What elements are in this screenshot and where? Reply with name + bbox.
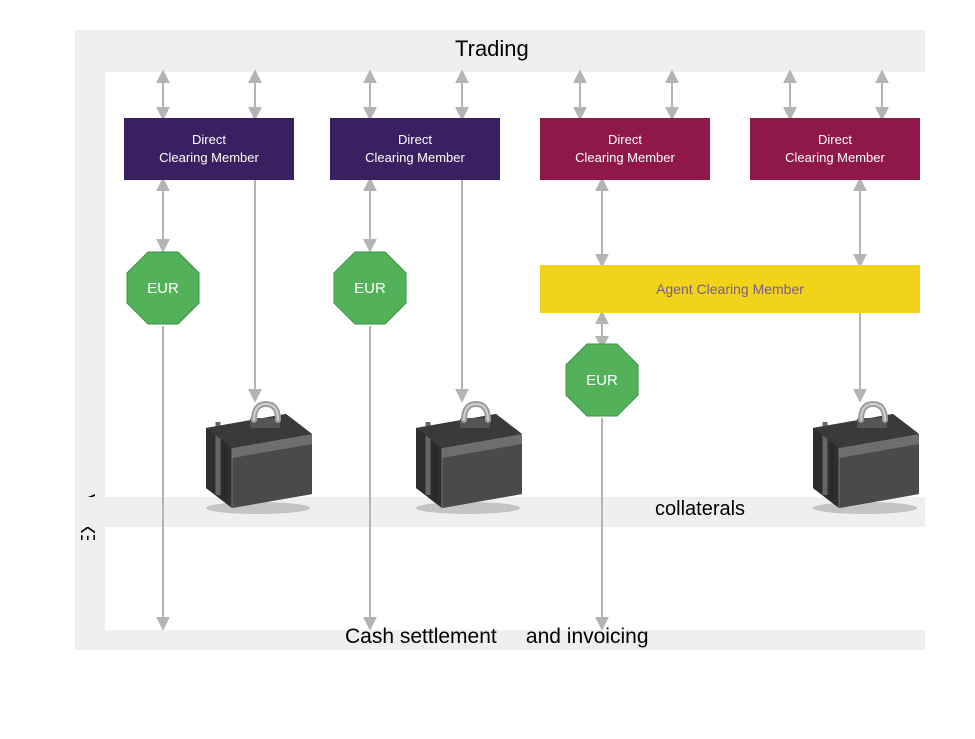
agent-box: Agent Clearing Member: [540, 265, 920, 313]
member-4-line2: Clearing Member: [785, 150, 885, 165]
agent-label: Agent Clearing Member: [656, 281, 804, 297]
briefcase-icon-1: [188, 400, 318, 515]
diagram-stage: EXAA Trading collaterals Cash settlement…: [0, 0, 975, 739]
member-1-line2: Clearing Member: [159, 150, 259, 165]
member-3-line2: Clearing Member: [575, 150, 675, 165]
member-3-line1: Direct: [608, 132, 642, 147]
briefcase-icon-2: [398, 400, 528, 515]
eur-label-2: EUR: [332, 250, 408, 326]
eur-label-3: EUR: [564, 342, 640, 418]
arrows-layer: [0, 0, 975, 739]
member-1-line1: Direct: [192, 132, 226, 147]
eur-label-1: EUR: [125, 250, 201, 326]
member-2-line1: Direct: [398, 132, 432, 147]
member-box-1: Direct Clearing Member: [124, 118, 294, 180]
member-box-3: Direct Clearing Member: [540, 118, 710, 180]
member-4-line1: Direct: [818, 132, 852, 147]
member-box-4: Direct Clearing Member: [750, 118, 920, 180]
member-box-2: Direct Clearing Member: [330, 118, 500, 180]
briefcase-icon-3: [795, 400, 925, 515]
member-2-line2: Clearing Member: [365, 150, 465, 165]
